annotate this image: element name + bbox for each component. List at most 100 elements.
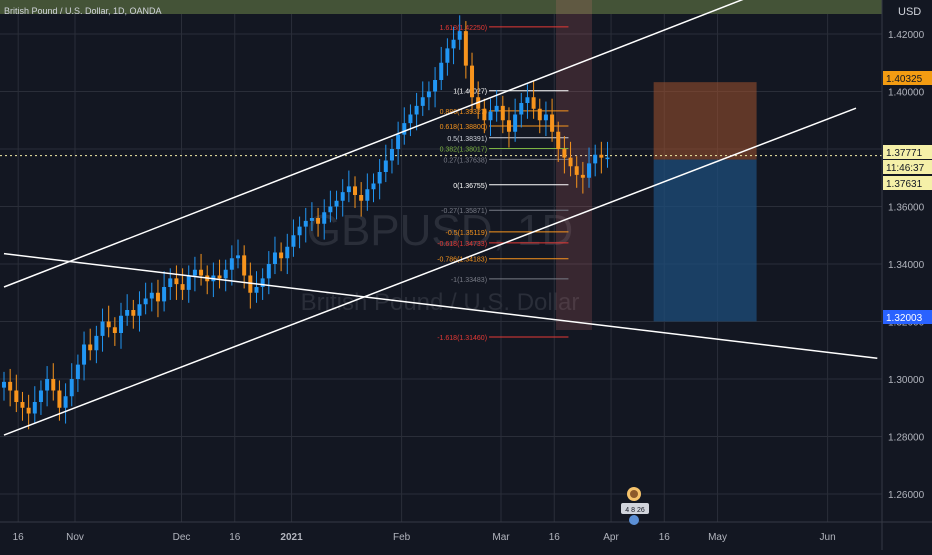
candle-body [402,123,407,135]
candle-body [291,235,296,247]
candle-body [334,200,339,207]
candle-body [371,183,376,190]
x-tick-label: Apr [603,532,619,543]
fib-level-label: 0.618(1.38800) [440,124,487,131]
candle-body [285,246,290,259]
event-icon-inner [630,490,638,498]
watermark: GBPUSD, 1D British Pound / U.S. Dollar [301,206,580,316]
candle-body [488,111,493,121]
candle-body [272,252,277,264]
price-tag-box [883,145,932,159]
fib-level-label: 1.618(1.42250) [440,25,487,32]
candle-body [94,335,99,351]
price-tag-value: 11:46:37 [886,163,925,174]
candle-body [420,97,425,106]
candle-body [266,264,271,279]
y-tick-label: 1.26000 [888,490,925,501]
candle-body [587,163,592,178]
candle-body [236,255,241,259]
candle-body [340,192,345,201]
candle-body [162,287,167,302]
symbol-label[interactable]: British Pound / U.S. Dollar, 1D, OANDA [4,6,162,16]
position-zones [0,82,882,322]
top-band [0,0,882,14]
channel-lower [3,107,857,436]
candle-body [550,114,555,132]
candle-body [14,390,19,402]
candle-body [543,114,548,121]
candle-body [100,321,105,336]
candles [2,15,610,430]
candle-body [457,31,462,40]
price-tag-value: 1.40325 [886,74,923,85]
x-tick-label: 16 [229,532,241,543]
fib-level-label: -0.27(1.35871) [441,208,487,215]
candle-body [106,321,111,328]
candle-body [143,298,148,305]
candle-body [26,407,31,414]
candle-body [242,255,247,276]
candle-body [199,269,204,276]
price-tag-box [883,160,932,174]
candle-body [445,48,450,63]
fib-level-label: -0.618(1.34733) [437,241,487,248]
y-tick-label: 1.28000 [888,433,925,444]
x-tick-label: 16 [659,532,671,543]
candle-body [309,218,314,221]
event-icon-bottom [629,515,639,525]
fib-level-label: -1(1.33483) [451,277,487,284]
candle-body [605,157,610,160]
candle-body [297,226,302,236]
currency-label[interactable]: USD [898,6,922,18]
watermark-ticker: GBPUSD, 1D [307,206,574,255]
candle-body [463,31,468,66]
candle-body [131,310,136,316]
price-tag-box [883,176,932,190]
fib-level-label: 0.382(1.38017) [440,147,487,154]
candle-body [63,396,68,408]
candle-body [500,105,505,121]
x-tick-label: Dec [173,532,191,543]
candle-body [57,390,62,408]
candle-body [88,344,93,351]
candle-body [229,258,234,270]
candle-body [377,172,382,184]
y-tick-label: 1.36000 [888,203,925,214]
trendlines[interactable] [3,0,878,436]
candle-body [574,166,579,175]
candle-body [223,269,228,279]
candle-body [186,275,191,290]
fibonacci-levels: 1.618(1.42250)1(1.40027)0.886(1.39327)0.… [437,0,592,342]
candle-body [254,287,259,293]
x-tick-label: Feb [393,532,411,543]
candle-body [531,97,536,109]
candle-body [580,174,585,178]
candle-body [316,218,321,224]
candle-body [414,105,419,115]
candle-body [155,292,160,302]
candle-body [45,379,50,391]
candle-body [32,402,37,414]
candle-body [279,252,284,259]
price-tag-value: 1.37631 [886,179,923,190]
candle-body [69,379,74,397]
event-counts-box [621,503,649,514]
candle-body [408,114,413,124]
candle-body [426,91,431,98]
candle-body [82,344,87,365]
fib-level-label: 0(1.36755) [453,183,487,190]
event-badge[interactable]: 4 8 26 [621,487,649,525]
time-highlight [556,0,592,330]
y-tick-label: 1.30000 [888,375,925,386]
candle-body [537,108,542,121]
candle-body [75,364,80,379]
candle-body [365,189,370,201]
event-counts: 4 8 26 [625,507,645,514]
y-tick-label: 1.34000 [888,260,925,271]
descending-trendline [3,252,878,360]
candle-body [451,39,456,49]
x-tick-label: Mar [492,532,510,543]
candle-body [2,381,6,388]
